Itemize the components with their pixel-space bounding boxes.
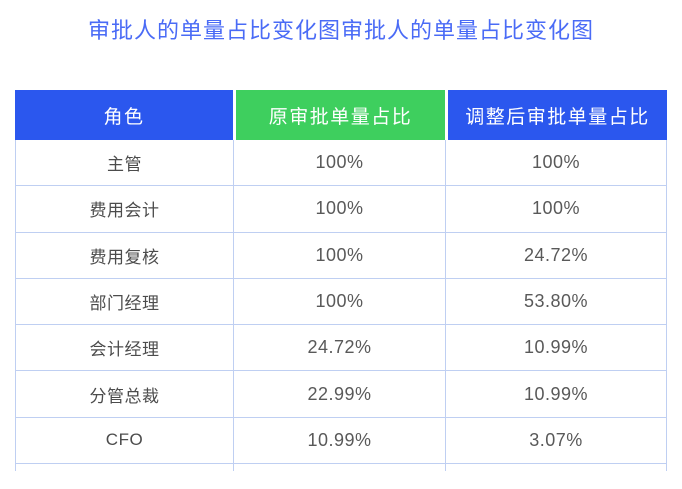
adjusted-ratio-cell: 10.99%: [445, 371, 667, 417]
role-cell: 会计经理: [15, 325, 233, 371]
role-cell: CFO: [15, 417, 233, 464]
original-ratio-cell: 24.72%: [233, 325, 445, 371]
role-cell: 部门经理: [15, 278, 233, 325]
role-cell: 分管总裁: [15, 371, 233, 417]
role-cell: [15, 464, 233, 472]
adjusted-ratio-cell: 100%: [445, 186, 667, 232]
table-row: 主管 100% 100%: [15, 140, 667, 187]
table-row: CFO 10.99% 3.07%: [15, 417, 667, 465]
adjusted-ratio-cell: 3.07%: [445, 417, 667, 464]
original-ratio-cell: 100%: [233, 232, 445, 278]
page-title: 审批人的单量占比变化图审批人的单量占比变化图: [87, 18, 594, 43]
adjusted-ratio-cell: 100%: [445, 140, 667, 186]
approval-ratio-table: 角色 原审批单量占比 调整后审批单量占比 主管 100% 100% 费用会计 1…: [15, 90, 667, 472]
original-ratio-cell: 10.99%: [233, 417, 445, 464]
table-row: 费用复核 100% 24.72%: [15, 232, 667, 279]
adjusted-ratio-cell: 53.80%: [445, 278, 667, 325]
role-cell: 费用会计: [15, 186, 233, 232]
adjusted-ratio-cell: 24.72%: [445, 232, 667, 278]
original-ratio-cell: 22.99%: [233, 371, 445, 417]
table-row: 分管总裁 22.99% 10.99%: [15, 371, 667, 418]
table-row-partial: [15, 464, 667, 472]
table-row: 费用会计 100% 100%: [15, 186, 667, 233]
original-ratio-cell: 100%: [233, 186, 445, 232]
adjusted-ratio-cell: [445, 464, 667, 472]
table-header-row: 角色 原审批单量占比 调整后审批单量占比: [15, 90, 667, 140]
adjusted-ratio-cell: 10.99%: [445, 325, 667, 371]
header-cell-original-ratio: 原审批单量占比: [233, 90, 445, 140]
header-cell-role: 角色: [15, 90, 233, 140]
header-cell-adjusted-ratio: 调整后审批单量占比: [445, 90, 667, 140]
original-ratio-cell: 100%: [233, 140, 445, 186]
role-cell: 主管: [15, 140, 233, 186]
original-ratio-cell: 100%: [233, 278, 445, 325]
original-ratio-cell: [233, 464, 445, 472]
table-row: 部门经理 100% 53.80%: [15, 278, 667, 326]
table-row: 会计经理 24.72% 10.99%: [15, 325, 667, 372]
role-cell: 费用复核: [15, 232, 233, 278]
